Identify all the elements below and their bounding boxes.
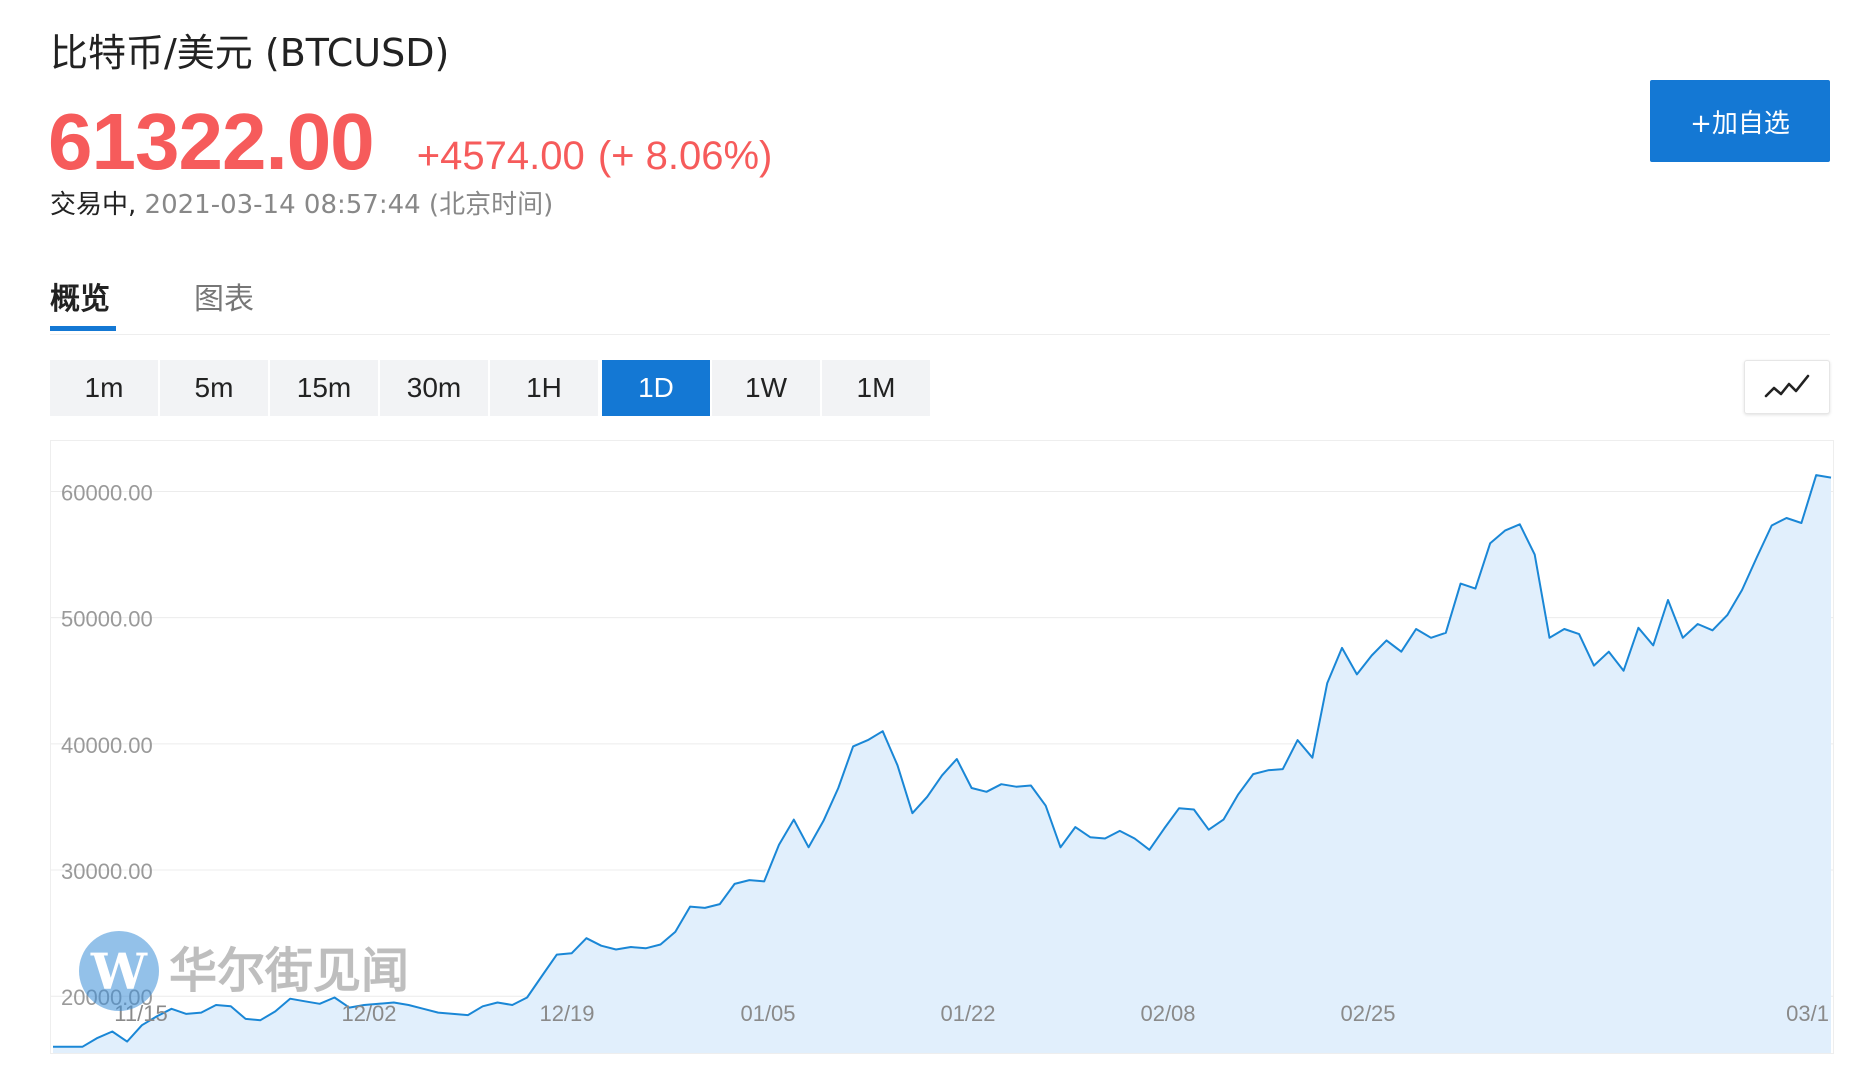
tab-overview[interactable]: 概览 — [50, 282, 110, 317]
interval-1m[interactable]: 1m — [50, 360, 158, 416]
page-title: 比特币/美元 (BTCUSD) — [50, 31, 450, 75]
chart-type-button[interactable] — [1744, 360, 1830, 414]
add-watchlist-button[interactable]: +加自选 — [1650, 80, 1830, 162]
interval-15m[interactable]: 15m — [270, 360, 378, 416]
interval-5m[interactable]: 5m — [160, 360, 268, 416]
x-tick-label: 12/19 — [539, 1001, 594, 1026]
y-tick-label: 40000.00 — [61, 733, 153, 758]
price-change-percent: (+ 8.06%) — [597, 134, 773, 178]
price-change: +4574.00 — [416, 134, 585, 178]
price-line — [53, 474, 1832, 1048]
watermark-logo-icon — [79, 931, 159, 1011]
watermark-logo-letter: W — [90, 942, 148, 1001]
interval-1h[interactable]: 1H — [490, 360, 598, 416]
x-axis-labels: 11/15 12/02 12/19 01/05 01/22 02/08 02/25 03/1 — [114, 1001, 1829, 1026]
x-tick-label: 01/05 — [740, 1001, 795, 1026]
x-tick-label: 02/08 — [1140, 1001, 1195, 1026]
watermark: W 华尔街见闻 — [79, 931, 409, 1011]
interval-1d[interactable]: 1D — [602, 360, 710, 416]
current-price: 61322.00 — [48, 97, 375, 186]
x-tick-label: 03/1 — [1786, 1001, 1829, 1026]
tab-bar: 概览 图表 — [50, 266, 1830, 335]
x-tick-label: 12/02 — [341, 1001, 396, 1026]
price-row: 61322.00 +4574.00 (+ 8.06%) — [48, 96, 773, 186]
price-chart-svg: 60000.0050000.0040000.0030000.0020000.00… — [51, 474, 1833, 1053]
active-tab-indicator — [50, 326, 116, 331]
status-label: 交易中, — [50, 190, 137, 220]
tab-chart[interactable]: 图表 — [194, 282, 254, 317]
interval-1mo[interactable]: 1M — [822, 360, 930, 416]
price-chart[interactable]: 60000.0050000.0040000.0030000.0020000.00… — [50, 440, 1834, 1054]
y-tick-label: 30000.00 — [61, 859, 153, 884]
x-tick-label: 02/25 — [1340, 1001, 1395, 1026]
x-tick-label: 01/22 — [940, 1001, 995, 1026]
price-area-fill — [53, 475, 1831, 1053]
y-tick-label: 60000.00 — [61, 480, 153, 505]
status-timestamp: 2021-03-14 08:57:44 (北京时间) — [144, 190, 554, 220]
y-tick-label: 50000.00 — [61, 607, 153, 632]
interval-30m[interactable]: 30m — [380, 360, 488, 416]
trading-status: 交易中, 2021-03-14 08:57:44 (北京时间) — [50, 184, 553, 221]
line-chart-icon — [1764, 374, 1810, 398]
watermark-text: 华尔街见闻 — [169, 943, 409, 999]
interval-1w[interactable]: 1W — [712, 360, 820, 416]
